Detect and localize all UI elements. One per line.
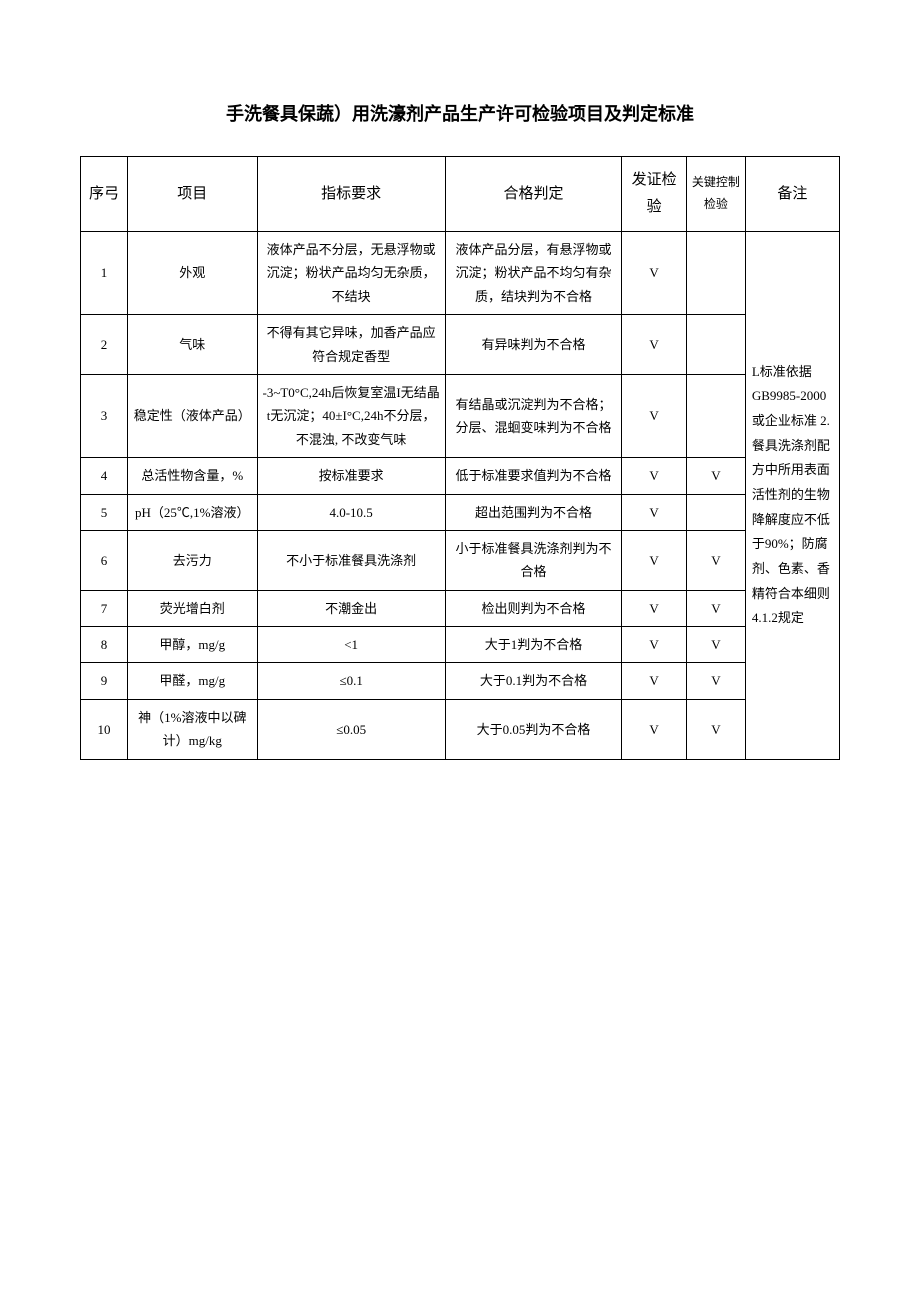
cell-req: -3~T0°C,24h后恢复室温I无结晶t无沉淀；40±I°C,24h不分层，不… <box>257 374 445 457</box>
cell-note: L标准依据GB9985-2000或企业标准 2.餐具洗涤剂配方中所用表面活性剂的… <box>745 232 839 760</box>
cell-cert: V <box>622 663 687 699</box>
cell-req: 按标准要求 <box>257 458 445 494</box>
cell-cert: V <box>622 699 687 759</box>
cell-seq: 8 <box>81 627 128 663</box>
cell-item: 去污力 <box>128 530 257 590</box>
cell-key: V <box>686 590 745 626</box>
cell-item: 神（1%溶液中以碑计）mg/kg <box>128 699 257 759</box>
cell-judge: 有结晶或沉淀判为不合格；分层、混蛔变味判为不合格 <box>445 374 622 457</box>
cell-req: ≤0.05 <box>257 699 445 759</box>
table-row: 5 pH（25℃,1%溶液） 4.0-10.5 超出范围判为不合格 V <box>81 494 840 530</box>
cell-cert: V <box>622 374 687 457</box>
cell-seq: 10 <box>81 699 128 759</box>
cell-seq: 2 <box>81 315 128 375</box>
cell-seq: 4 <box>81 458 128 494</box>
cell-seq: 5 <box>81 494 128 530</box>
cell-cert: V <box>622 530 687 590</box>
cell-key <box>686 232 745 315</box>
cell-seq: 3 <box>81 374 128 457</box>
cell-item: 稳定性（液体产品） <box>128 374 257 457</box>
table-row: 7 荧光增白剂 不潮金出 检出则判为不合格 V V <box>81 590 840 626</box>
table-row: 2 气味 不得有其它异味，加香产品应符合规定香型 有异味判为不合格 V <box>81 315 840 375</box>
cell-req: 不小于标准餐具洗涤剂 <box>257 530 445 590</box>
cell-judge: 大于1判为不合格 <box>445 627 622 663</box>
page-title: 手洗餐具保蔬）用洗濠剂产品生产许可检验项目及判定标准 <box>80 100 840 126</box>
cell-item: 气味 <box>128 315 257 375</box>
table-row: 8 甲醇，mg/g <1 大于1判为不合格 V V <box>81 627 840 663</box>
cell-key: V <box>686 699 745 759</box>
cell-key: V <box>686 663 745 699</box>
cell-item: 甲醇，mg/g <box>128 627 257 663</box>
cell-item: 甲醛，mg/g <box>128 663 257 699</box>
cell-req: 4.0-10.5 <box>257 494 445 530</box>
cell-cert: V <box>622 494 687 530</box>
cell-req: ≤0.1 <box>257 663 445 699</box>
cell-key: V <box>686 458 745 494</box>
cell-item: 外观 <box>128 232 257 315</box>
table-row: 4 总活性物含量，% 按标准要求 低于标准要求值判为不合格 V V <box>81 458 840 494</box>
cell-judge: 小于标准餐具洗涤剂判为不合格 <box>445 530 622 590</box>
table-row: 1 外观 液体产品不分层，无悬浮物或沉淀；粉状产品均匀无杂质，不结块 液体产品分… <box>81 232 840 315</box>
cell-key: V <box>686 530 745 590</box>
cell-req: <1 <box>257 627 445 663</box>
cell-judge: 低于标准要求值判为不合格 <box>445 458 622 494</box>
cell-cert: V <box>622 232 687 315</box>
cell-cert: V <box>622 627 687 663</box>
cell-judge: 大于0.05判为不合格 <box>445 699 622 759</box>
cell-seq: 6 <box>81 530 128 590</box>
cell-seq: 9 <box>81 663 128 699</box>
header-key: 关键控制检验 <box>686 157 745 232</box>
cell-key <box>686 494 745 530</box>
table-header-row: 序弓 项目 指标要求 合格判定 发证检验 关键控制检验 备注 <box>81 157 840 232</box>
cell-seq: 7 <box>81 590 128 626</box>
table-row: 3 稳定性（液体产品） -3~T0°C,24h后恢复室温I无结晶t无沉淀；40±… <box>81 374 840 457</box>
cell-cert: V <box>622 458 687 494</box>
table-row: 10 神（1%溶液中以碑计）mg/kg ≤0.05 大于0.05判为不合格 V … <box>81 699 840 759</box>
cell-judge: 大于0.1判为不合格 <box>445 663 622 699</box>
header-seq: 序弓 <box>81 157 128 232</box>
cell-judge: 检出则判为不合格 <box>445 590 622 626</box>
cell-key <box>686 374 745 457</box>
cell-judge: 超出范围判为不合格 <box>445 494 622 530</box>
header-req: 指标要求 <box>257 157 445 232</box>
header-judge: 合格判定 <box>445 157 622 232</box>
table-row: 6 去污力 不小于标准餐具洗涤剂 小于标准餐具洗涤剂判为不合格 V V <box>81 530 840 590</box>
header-note: 备注 <box>745 157 839 232</box>
standards-table: 序弓 项目 指标要求 合格判定 发证检验 关键控制检验 备注 1 外观 液体产品… <box>80 156 840 760</box>
cell-key <box>686 315 745 375</box>
cell-req: 液体产品不分层，无悬浮物或沉淀；粉状产品均匀无杂质，不结块 <box>257 232 445 315</box>
cell-cert: V <box>622 315 687 375</box>
cell-judge: 有异味判为不合格 <box>445 315 622 375</box>
table-row: 9 甲醛，mg/g ≤0.1 大于0.1判为不合格 V V <box>81 663 840 699</box>
cell-cert: V <box>622 590 687 626</box>
cell-key: V <box>686 627 745 663</box>
header-item: 项目 <box>128 157 257 232</box>
cell-judge: 液体产品分层，有悬浮物或沉淀；粉状产品不均匀有杂质，结块判为不合格 <box>445 232 622 315</box>
cell-req: 不得有其它异味，加香产品应符合规定香型 <box>257 315 445 375</box>
cell-item: 荧光增白剂 <box>128 590 257 626</box>
cell-req: 不潮金出 <box>257 590 445 626</box>
header-cert: 发证检验 <box>622 157 687 232</box>
cell-item: 总活性物含量，% <box>128 458 257 494</box>
cell-item: pH（25℃,1%溶液） <box>128 494 257 530</box>
cell-seq: 1 <box>81 232 128 315</box>
